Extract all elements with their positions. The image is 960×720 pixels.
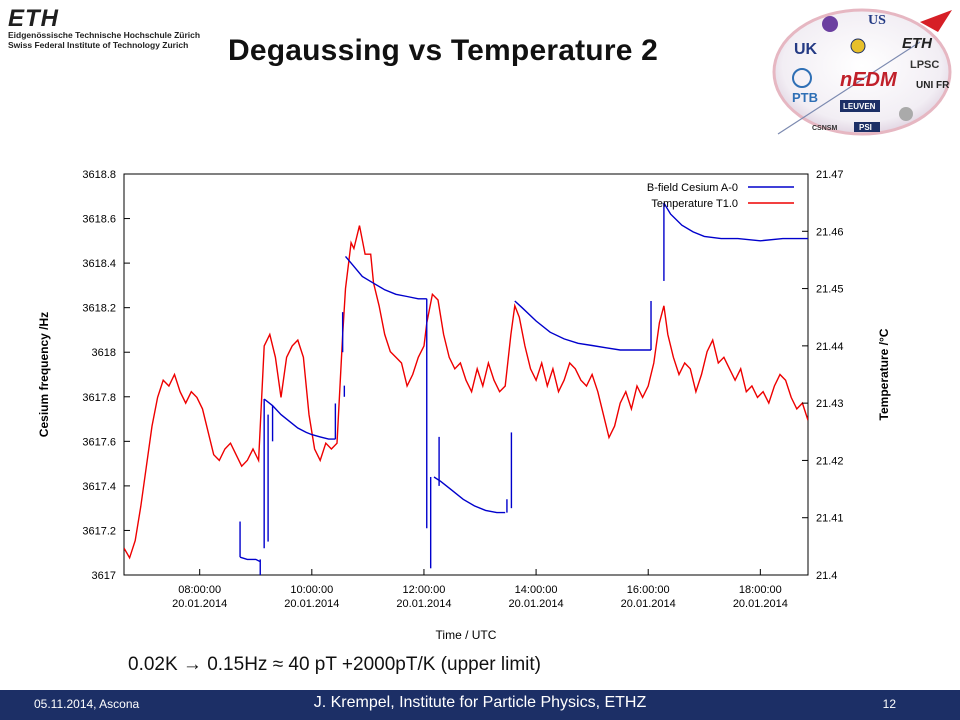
y-tick-label: 3618 — [92, 347, 116, 359]
y-tick-label: 3618.4 — [82, 258, 116, 270]
y-tick-label: 3617 — [92, 570, 116, 582]
degaussing-temperature-chart: 3617 3617.2 3617.4 3617.6 3617.8 3618 3618.2 36… — [37, 169, 891, 642]
x-tick-label-date: 20.01.2014 — [509, 598, 564, 610]
y2-tick-label: 21.45 — [816, 284, 844, 296]
y2-tick-label: 21.43 — [816, 398, 844, 410]
series-line-temperature — [124, 225, 808, 560]
slide-title: Degaussing vs Temperature 2 — [228, 34, 658, 67]
plot-border — [123, 173, 809, 576]
partner-nedm: nEDM — [840, 69, 898, 91]
y2-tick-label: 21.42 — [816, 455, 844, 467]
partner-ptb: PTB — [792, 90, 818, 105]
partner-unifr: UNI FR — [916, 80, 950, 91]
series-line-cesium — [344, 255, 427, 300]
x-tick-label-time: 08:00:00 — [178, 584, 221, 596]
x-tick-label-time: 18:00:00 — [739, 584, 782, 596]
x-tick-label-time: 12:00:00 — [403, 584, 446, 596]
footer-date: 05.11.2014, Ascona — [34, 697, 140, 711]
series-line-cesium — [433, 476, 506, 514]
chart-legend: B-field Cesium A-0 Temperature T1.0 — [647, 182, 794, 210]
y-tick-label: 3618.2 — [82, 303, 116, 315]
nedm-collaboration-logo: UK US ETH nEDM PTB LEUVEN PSI LPSC UNI F… — [772, 8, 952, 136]
y-axis-label: Cesium frequency /Hz — [37, 312, 51, 437]
eth-logo-line1: Eidgenössische Technische Hochschule Zür… — [8, 30, 201, 40]
legend-label: Temperature T1.0 — [651, 198, 738, 210]
eth-logo-line2: Swiss Federal Institute of Technology Zu… — [8, 40, 189, 50]
x-tick-label-time: 14:00:00 — [515, 584, 558, 596]
plot-frame — [123, 173, 809, 576]
partner-csnsm: CSNSM — [812, 125, 837, 132]
legend-label: B-field Cesium A-0 — [647, 182, 738, 194]
y2-tick-label: 21.41 — [816, 513, 844, 525]
series-line-cesium — [663, 202, 808, 242]
eth-logo: ETH Eidgenössische Technische Hochschule… — [8, 5, 201, 56]
eth-logo-mark: ETH — [8, 5, 59, 32]
x-tick-label-time: 16:00:00 — [627, 584, 670, 596]
plot-axes: 3617 3617.2 3617.4 3617.6 3617.8 3618 3618.2 36… — [37, 169, 891, 642]
partner-us: US — [868, 13, 886, 28]
y-tick-label: 3617.8 — [82, 392, 116, 404]
plot-series — [124, 202, 808, 575]
y-tick-label: 3617.6 — [82, 436, 116, 448]
x-tick-label-date: 20.01.2014 — [733, 598, 788, 610]
x-tick-label-time: 10:00:00 — [290, 584, 333, 596]
series-line-cesium — [239, 556, 261, 563]
partner-lpsc: LPSC — [910, 59, 939, 71]
y2-tick-label: 21.44 — [816, 341, 844, 353]
y-tick-label: 3617.4 — [82, 481, 116, 493]
summary-note: 0.02K → 0.15Hz ≈ 40 pT +2000pT/K (upper … — [128, 654, 541, 675]
x-tick-label-date: 20.01.2014 — [621, 598, 676, 610]
x-tick-label-date: 20.01.2014 — [284, 598, 339, 610]
partner-psi: PSI — [859, 123, 872, 132]
footer-author: J. Krempel, Institute for Particle Physi… — [313, 694, 647, 711]
y-tick-label: 3618.8 — [82, 169, 116, 181]
y2-axis-label: Temperature /°C — [877, 328, 891, 420]
y2-tick-label: 21.4 — [816, 570, 837, 582]
series-line-cesium — [514, 300, 651, 351]
y2-tick-label: 21.46 — [816, 226, 844, 238]
y-tick-label: 3617.2 — [82, 525, 116, 537]
x-axis-label: Time / UTC — [436, 628, 497, 642]
x-tick-label-date: 20.01.2014 — [396, 598, 451, 610]
partner-leuven: LEUVEN — [843, 102, 876, 111]
page-number: 12 — [882, 697, 896, 711]
partner-eth: ETH — [902, 35, 933, 52]
series-line-cesium — [263, 398, 336, 440]
x-tick-label-date: 20.01.2014 — [172, 598, 227, 610]
y-tick-label: 3618.6 — [82, 214, 116, 226]
y2-tick-label: 21.47 — [816, 169, 844, 181]
partner-uk: UK — [794, 41, 818, 58]
footer-bar: 05.11.2014, Ascona J. Krempel, Institute… — [0, 690, 960, 720]
